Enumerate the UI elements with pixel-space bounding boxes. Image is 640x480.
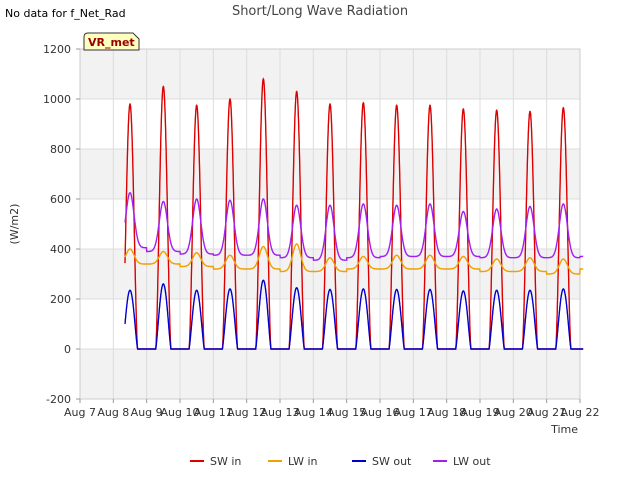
vr-met-tag: VR_met — [83, 32, 140, 51]
x-tick-label: Aug 19 — [461, 406, 500, 419]
legend: SW in LW in SW out LW out — [190, 455, 491, 468]
x-tick-label: Aug 11 — [194, 406, 233, 419]
x-tick-label: Aug 9 — [131, 406, 163, 419]
x-tick-label: Aug 22 — [561, 406, 600, 419]
series-line-lw-out — [124, 192, 584, 261]
y-tick-label: 600 — [50, 193, 71, 206]
x-tick-label: Aug 8 — [97, 406, 129, 419]
y-tick-label: 1000 — [43, 93, 71, 106]
x-tick-label: Aug 10 — [161, 406, 200, 419]
x-tick-label: Aug 18 — [427, 406, 466, 419]
x-tick-label: Aug 14 — [294, 406, 333, 419]
legend-label: SW in — [210, 455, 241, 468]
legend-label: SW out — [372, 455, 412, 468]
y-tick-label: 1200 — [43, 43, 71, 56]
plot-band — [80, 249, 580, 299]
vr-met-label: VR_met — [88, 36, 135, 49]
y-axis-label: (W/m2) — [8, 204, 21, 245]
y-tick-label: 200 — [50, 293, 71, 306]
x-tick-label: Aug 20 — [494, 406, 533, 419]
y-tick-label: 400 — [50, 243, 71, 256]
legend-label: LW out — [453, 455, 491, 468]
y-tick-label: 800 — [50, 143, 71, 156]
plot-band — [80, 149, 580, 199]
x-tick-label: Aug 21 — [527, 406, 566, 419]
plot-band — [80, 349, 580, 399]
x-tick-label: Aug 7 — [64, 406, 96, 419]
vr-met-box — [83, 32, 140, 51]
y-tick-label: 0 — [64, 343, 71, 356]
plot-frame — [79, 48, 581, 400]
x-tick-label: Aug 12 — [227, 406, 266, 419]
x-tick-label: Aug 16 — [361, 406, 400, 419]
x-tick-label: Aug 13 — [261, 406, 300, 419]
y-tick-label: -200 — [46, 393, 71, 406]
chart-title: Short/Long Wave Radiation — [231, 4, 409, 19]
series-line-sw-out — [124, 279, 584, 350]
x-tick-label: Aug 15 — [327, 406, 366, 419]
x-axis-label: Time — [550, 423, 578, 436]
series-line-lw-in — [124, 243, 584, 275]
series-group — [124, 77, 584, 350]
legend-label: LW in — [288, 455, 318, 468]
no-data-notice: No data for f_Net_Rad — [5, 7, 126, 20]
plot-band — [80, 49, 580, 99]
x-tick-label: Aug 17 — [394, 406, 433, 419]
